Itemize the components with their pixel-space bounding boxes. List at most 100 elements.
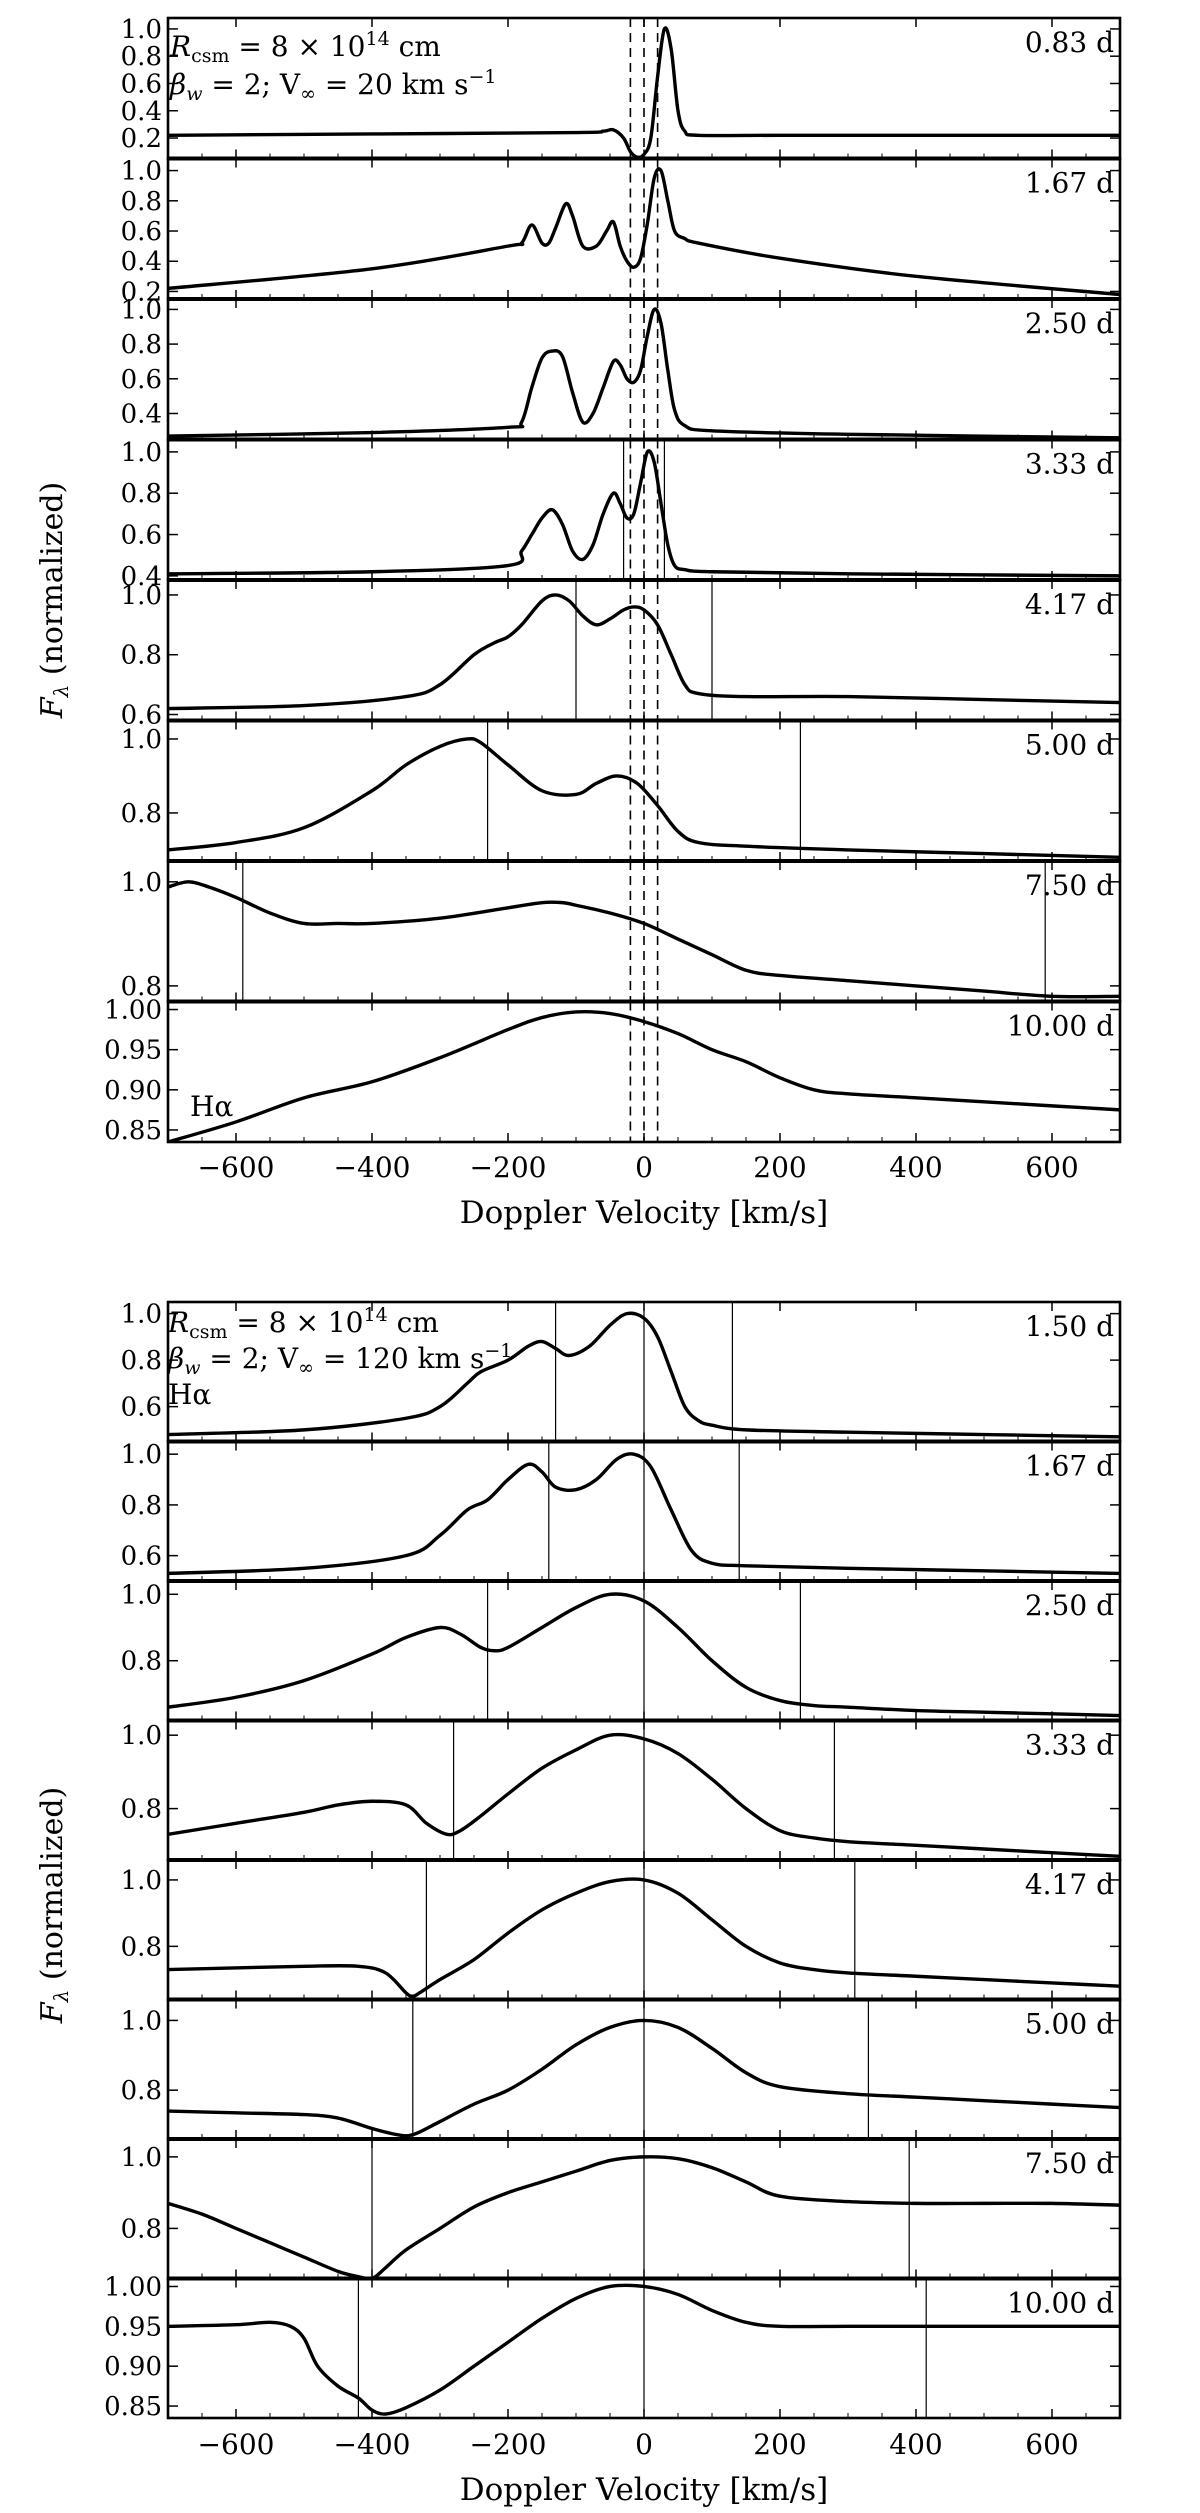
spectrum-line bbox=[168, 2018, 1120, 2138]
bottom-figure: 0.6 0.8 1.0 1.50 d 0.6 0.8 1.0 1.67 d 0.8 1.0 2.50… bbox=[104, 1300, 1122, 2508]
bottom-ylabel: Fλ (normalized) bbox=[35, 1787, 73, 2024]
y-tick-label: 0.8 bbox=[121, 1647, 162, 1677]
y-tick-label: 0.8 bbox=[121, 1795, 162, 1825]
y-tick-label: 0.85 bbox=[104, 1116, 162, 1146]
x-tick-label: 0 bbox=[635, 1151, 653, 1184]
y-tick-label: 1.0 bbox=[121, 1580, 162, 1610]
y-tick-label: 0.8 bbox=[121, 972, 162, 1002]
panel: 0.4 0.6 0.8 1.0 3.33 d bbox=[121, 438, 1122, 592]
y-tick-label: 1.0 bbox=[121, 725, 162, 755]
y-tick-label: 0.2 bbox=[121, 277, 162, 307]
x-axis-label: Doppler Velocity [km/s] bbox=[460, 2472, 828, 2508]
panel: 0.4 0.6 0.8 1.0 2.50 d bbox=[121, 295, 1122, 441]
y-tick-label: 0.8 bbox=[121, 187, 162, 217]
reference-lines bbox=[575, 580, 713, 721]
top-figure: 0.20.40.60.81.0 0.83 d0.20.40.60.81.0 1.67… bbox=[104, 15, 1122, 1231]
reference-lines bbox=[412, 1999, 870, 2139]
x-tick-label: −400 bbox=[334, 1151, 411, 1184]
spectrum-line bbox=[168, 1877, 1120, 1998]
epoch-label: 7.50 d bbox=[1025, 869, 1114, 902]
top-rcsm-annotation: Rcsm = 8 × 1014 cm bbox=[169, 28, 441, 67]
x-tick-label: −400 bbox=[334, 2428, 411, 2461]
y-tick-label: 0.6 bbox=[121, 69, 162, 99]
panel: 0.85 0.90 0.95 1.00 10.00 d bbox=[104, 2272, 1122, 2422]
top-ylabel: Fλ (normalized) bbox=[35, 482, 73, 719]
spectrum-line bbox=[168, 1732, 1120, 1859]
x-tick-label: 0 bbox=[635, 2428, 653, 2461]
y-tick-label: 0.4 bbox=[121, 247, 162, 277]
y-tick-label: 0.8 bbox=[121, 1346, 162, 1376]
y-tick-label: 0.6 bbox=[121, 365, 162, 395]
x-tick-label: 600 bbox=[1025, 1151, 1078, 1184]
epoch-label: 10.00 d bbox=[1007, 2287, 1114, 2320]
epoch-label: 1.67 d bbox=[1025, 1450, 1114, 1483]
y-tick-label: 1.0 bbox=[121, 1721, 162, 1751]
epoch-label: 1.67 d bbox=[1025, 167, 1114, 200]
epoch-label: 5.00 d bbox=[1025, 2008, 1114, 2041]
spectrum-line bbox=[168, 1592, 1120, 1718]
bottom-halpha-label: Hα bbox=[168, 1378, 211, 1411]
epoch-label: 3.33 d bbox=[1025, 448, 1114, 481]
x-tick-label: 600 bbox=[1025, 2428, 1078, 2461]
y-tick-label: 0.6 bbox=[121, 521, 162, 551]
y-tick-label: 0.95 bbox=[104, 2312, 162, 2342]
y-tick-label: 0.90 bbox=[104, 1076, 162, 1106]
y-tick-label: 0.4 bbox=[121, 97, 162, 127]
y-tick-label: 1.0 bbox=[121, 868, 162, 898]
x-tick-label: 400 bbox=[889, 1151, 942, 1184]
x-tick-label: 200 bbox=[753, 2428, 806, 2461]
reference-lines bbox=[629, 18, 659, 159]
y-tick-label: 1.0 bbox=[121, 157, 162, 187]
panel: 0.8 1.0 5.00 d bbox=[121, 719, 1122, 863]
y-tick-label: 0.90 bbox=[104, 2352, 162, 2382]
y-tick-label: 0.95 bbox=[104, 1036, 162, 1066]
spectrum-line bbox=[168, 307, 1120, 440]
x-tick-label: −200 bbox=[470, 1151, 547, 1184]
y-tick-label: 0.4 bbox=[121, 399, 162, 429]
y-tick-label: 0.4 bbox=[121, 562, 162, 592]
y-tick-label: 0.2 bbox=[121, 124, 162, 154]
spectrum-line bbox=[168, 449, 1120, 578]
panel: 0.8 1.0 2.50 d bbox=[121, 1579, 1122, 1722]
y-tick-label: 1.0 bbox=[121, 1300, 162, 1330]
epoch-label: 10.00 d bbox=[1007, 1010, 1114, 1043]
panel: 0.8 1.0 5.00 d bbox=[121, 1998, 1122, 2141]
y-tick-label: 1.0 bbox=[121, 295, 162, 325]
spectrum-line bbox=[168, 167, 1120, 297]
x-tick-label: −600 bbox=[198, 2428, 275, 2461]
reference-lines bbox=[548, 1441, 740, 1581]
y-tick-label: 0.85 bbox=[104, 2392, 162, 2422]
spectrum-line bbox=[168, 2155, 1120, 2279]
spectrum-line bbox=[168, 736, 1120, 859]
panel: 0.8 1.0 7.50 d bbox=[121, 2137, 1122, 2280]
epoch-label: 3.33 d bbox=[1025, 1729, 1114, 1762]
bottom-rcsm-annotation: Rcsm = 8 × 1014 cm bbox=[167, 1304, 439, 1343]
y-tick-label: 0.8 bbox=[121, 641, 162, 671]
reference-lines bbox=[453, 1720, 836, 1860]
x-axis-label: Doppler Velocity [km/s] bbox=[460, 1195, 828, 1231]
y-tick-label: 0.8 bbox=[121, 1932, 162, 1962]
y-tick-label: 0.8 bbox=[121, 1491, 162, 1521]
reference-lines bbox=[371, 2139, 910, 2279]
y-tick-label: 1.0 bbox=[121, 2006, 162, 2036]
reference-lines bbox=[242, 861, 1046, 1002]
y-tick-label: 1.00 bbox=[104, 2272, 162, 2302]
reference-lines bbox=[425, 1860, 856, 2000]
spectrum-line bbox=[168, 593, 1120, 711]
spectrum-line bbox=[168, 26, 1120, 159]
panel: 0.8 1.0 7.50 d bbox=[121, 859, 1122, 1003]
x-tick-label: −200 bbox=[470, 2428, 547, 2461]
epoch-label: 2.50 d bbox=[1025, 1589, 1114, 1622]
spectrum-line bbox=[168, 1452, 1120, 1576]
top-halpha-label: Hα bbox=[190, 1090, 233, 1123]
y-tick-label: 1.0 bbox=[121, 15, 162, 45]
spectrum-line bbox=[168, 1009, 1120, 1142]
y-tick-label: 0.8 bbox=[121, 2076, 162, 2106]
x-tick-label: 400 bbox=[889, 2428, 942, 2461]
epoch-label: 1.50 d bbox=[1025, 1310, 1114, 1343]
y-tick-label: 1.0 bbox=[121, 1866, 162, 1896]
y-tick-label: 0.8 bbox=[121, 799, 162, 829]
epoch-label: 0.83 d bbox=[1025, 26, 1114, 59]
epoch-label: 4.17 d bbox=[1025, 1868, 1114, 1901]
